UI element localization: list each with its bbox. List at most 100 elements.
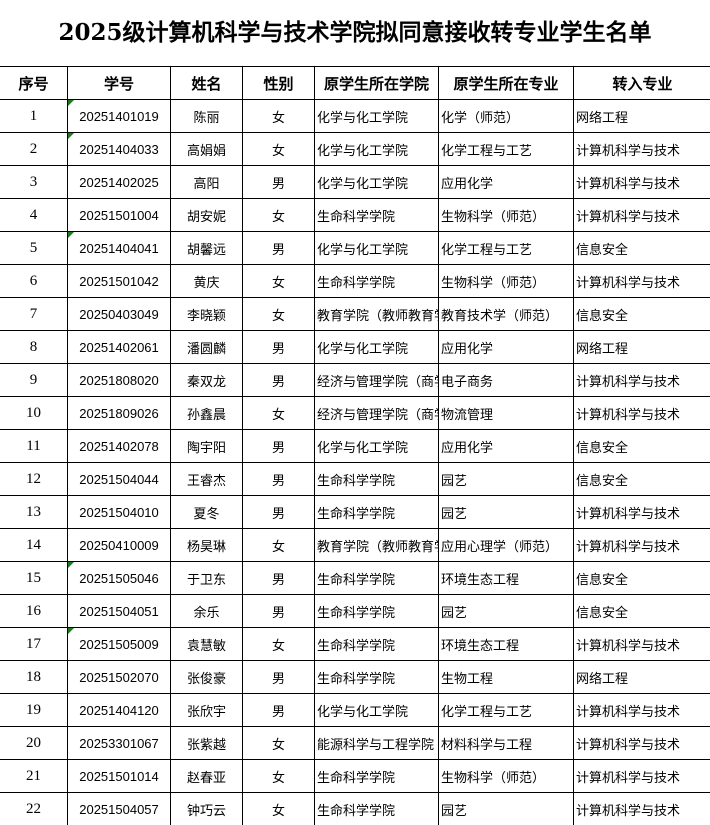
index-cell[interactable]: 7 xyxy=(0,297,68,331)
name-cell[interactable]: 袁慧敏 xyxy=(170,627,243,661)
original-major-cell[interactable]: 园艺 xyxy=(438,462,574,496)
index-cell[interactable]: 17 xyxy=(0,627,68,661)
original-college-cell[interactable]: 生命科学学院 xyxy=(314,660,439,694)
target-major-cell[interactable]: 信息安全 xyxy=(573,297,710,331)
index-cell[interactable]: 3 xyxy=(0,165,68,199)
name-cell[interactable]: 王睿杰 xyxy=(170,462,243,496)
student-id-cell[interactable]: 20251402061 xyxy=(67,330,171,364)
target-major-cell[interactable]: 网络工程 xyxy=(573,660,710,694)
original-major-cell[interactable]: 生物科学（师范） xyxy=(438,759,574,793)
target-major-cell[interactable]: 计算机科学与技术 xyxy=(573,627,710,661)
index-cell[interactable]: 4 xyxy=(0,198,68,232)
original-college-cell[interactable]: 生命科学学院 xyxy=(314,264,439,298)
original-college-cell[interactable]: 生命科学学院 xyxy=(314,462,439,496)
index-cell[interactable]: 15 xyxy=(0,561,68,595)
target-major-cell[interactable]: 计算机科学与技术 xyxy=(573,528,710,562)
gender-cell[interactable]: 男 xyxy=(242,693,315,727)
gender-cell[interactable]: 男 xyxy=(242,429,315,463)
gender-cell[interactable]: 女 xyxy=(242,726,315,760)
target-major-cell[interactable]: 计算机科学与技术 xyxy=(573,693,710,727)
header-original-college[interactable]: 原学生所在学院 xyxy=(314,66,439,100)
original-college-cell[interactable]: 化学与化工学院 xyxy=(314,330,439,364)
target-major-cell[interactable]: 计算机科学与技术 xyxy=(573,792,710,825)
name-cell[interactable]: 孙鑫晨 xyxy=(170,396,243,430)
original-college-cell[interactable]: 经济与管理学院（商学 xyxy=(314,363,439,397)
gender-cell[interactable]: 女 xyxy=(242,759,315,793)
original-college-cell[interactable]: 化学与化工学院 xyxy=(314,693,439,727)
gender-cell[interactable]: 男 xyxy=(242,231,315,265)
original-college-cell[interactable]: 化学与化工学院 xyxy=(314,132,439,166)
target-major-cell[interactable]: 计算机科学与技术 xyxy=(573,726,710,760)
student-id-cell[interactable]: 20251404120 xyxy=(67,693,171,727)
target-major-cell[interactable]: 计算机科学与技术 xyxy=(573,363,710,397)
target-major-cell[interactable]: 信息安全 xyxy=(573,429,710,463)
header-index[interactable]: 序号 xyxy=(0,66,68,100)
original-college-cell[interactable]: 生命科学学院 xyxy=(314,759,439,793)
target-major-cell[interactable]: 计算机科学与技术 xyxy=(573,132,710,166)
index-cell[interactable]: 10 xyxy=(0,396,68,430)
original-major-cell[interactable]: 应用化学 xyxy=(438,330,574,364)
index-cell[interactable]: 5 xyxy=(0,231,68,265)
index-cell[interactable]: 20 xyxy=(0,726,68,760)
original-college-cell[interactable]: 生命科学学院 xyxy=(314,594,439,628)
target-major-cell[interactable]: 网络工程 xyxy=(573,330,710,364)
index-cell[interactable]: 9 xyxy=(0,363,68,397)
student-id-cell[interactable]: 20251504010 xyxy=(67,495,171,529)
student-id-cell[interactable]: 20251504057 xyxy=(67,792,171,825)
student-id-cell[interactable]: 20251402025 xyxy=(67,165,171,199)
header-original-major[interactable]: 原学生所在专业 xyxy=(438,66,574,100)
gender-cell[interactable]: 男 xyxy=(242,660,315,694)
gender-cell[interactable]: 女 xyxy=(242,627,315,661)
student-id-cell[interactable]: 20251505046 xyxy=(67,561,171,595)
original-major-cell[interactable]: 生物科学（师范） xyxy=(438,264,574,298)
target-major-cell[interactable]: 信息安全 xyxy=(573,561,710,595)
original-major-cell[interactable]: 生物工程 xyxy=(438,660,574,694)
header-gender[interactable]: 性别 xyxy=(242,66,315,100)
index-cell[interactable]: 21 xyxy=(0,759,68,793)
original-college-cell[interactable]: 生命科学学院 xyxy=(314,198,439,232)
gender-cell[interactable]: 女 xyxy=(242,528,315,562)
gender-cell[interactable]: 男 xyxy=(242,330,315,364)
target-major-cell[interactable]: 信息安全 xyxy=(573,462,710,496)
original-major-cell[interactable]: 化学（师范） xyxy=(438,99,574,133)
target-major-cell[interactable]: 网络工程 xyxy=(573,99,710,133)
gender-cell[interactable]: 男 xyxy=(242,495,315,529)
original-college-cell[interactable]: 化学与化工学院 xyxy=(314,429,439,463)
original-major-cell[interactable]: 应用化学 xyxy=(438,165,574,199)
original-college-cell[interactable]: 教育学院（教师教育学 xyxy=(314,297,439,331)
student-id-cell[interactable]: 20251501004 xyxy=(67,198,171,232)
student-id-cell[interactable]: 20250403049 xyxy=(67,297,171,331)
original-college-cell[interactable]: 生命科学学院 xyxy=(314,792,439,825)
gender-cell[interactable]: 女 xyxy=(242,132,315,166)
index-cell[interactable]: 22 xyxy=(0,792,68,825)
header-name[interactable]: 姓名 xyxy=(170,66,243,100)
gender-cell[interactable]: 女 xyxy=(242,264,315,298)
name-cell[interactable]: 陈丽 xyxy=(170,99,243,133)
student-id-cell[interactable]: 20251502070 xyxy=(67,660,171,694)
original-major-cell[interactable]: 园艺 xyxy=(438,792,574,825)
original-college-cell[interactable]: 化学与化工学院 xyxy=(314,165,439,199)
original-college-cell[interactable]: 经济与管理学院（商学 xyxy=(314,396,439,430)
student-id-cell[interactable]: 20251501014 xyxy=(67,759,171,793)
original-major-cell[interactable]: 物流管理 xyxy=(438,396,574,430)
student-id-cell[interactable]: 20250410009 xyxy=(67,528,171,562)
index-cell[interactable]: 14 xyxy=(0,528,68,562)
original-major-cell[interactable]: 教育技术学（师范） xyxy=(438,297,574,331)
name-cell[interactable]: 李晓颖 xyxy=(170,297,243,331)
gender-cell[interactable]: 女 xyxy=(242,297,315,331)
name-cell[interactable]: 于卫东 xyxy=(170,561,243,595)
student-id-cell[interactable]: 20253301067 xyxy=(67,726,171,760)
header-student-id[interactable]: 学号 xyxy=(67,66,171,100)
original-major-cell[interactable]: 生物科学（师范） xyxy=(438,198,574,232)
gender-cell[interactable]: 女 xyxy=(242,99,315,133)
name-cell[interactable]: 陶宇阳 xyxy=(170,429,243,463)
student-id-cell[interactable]: 20251401019 xyxy=(67,99,171,133)
index-cell[interactable]: 19 xyxy=(0,693,68,727)
original-major-cell[interactable]: 环境生态工程 xyxy=(438,561,574,595)
index-cell[interactable]: 11 xyxy=(0,429,68,463)
student-id-cell[interactable]: 20251404033 xyxy=(67,132,171,166)
index-cell[interactable]: 6 xyxy=(0,264,68,298)
original-major-cell[interactable]: 园艺 xyxy=(438,495,574,529)
index-cell[interactable]: 18 xyxy=(0,660,68,694)
name-cell[interactable]: 张俊豪 xyxy=(170,660,243,694)
